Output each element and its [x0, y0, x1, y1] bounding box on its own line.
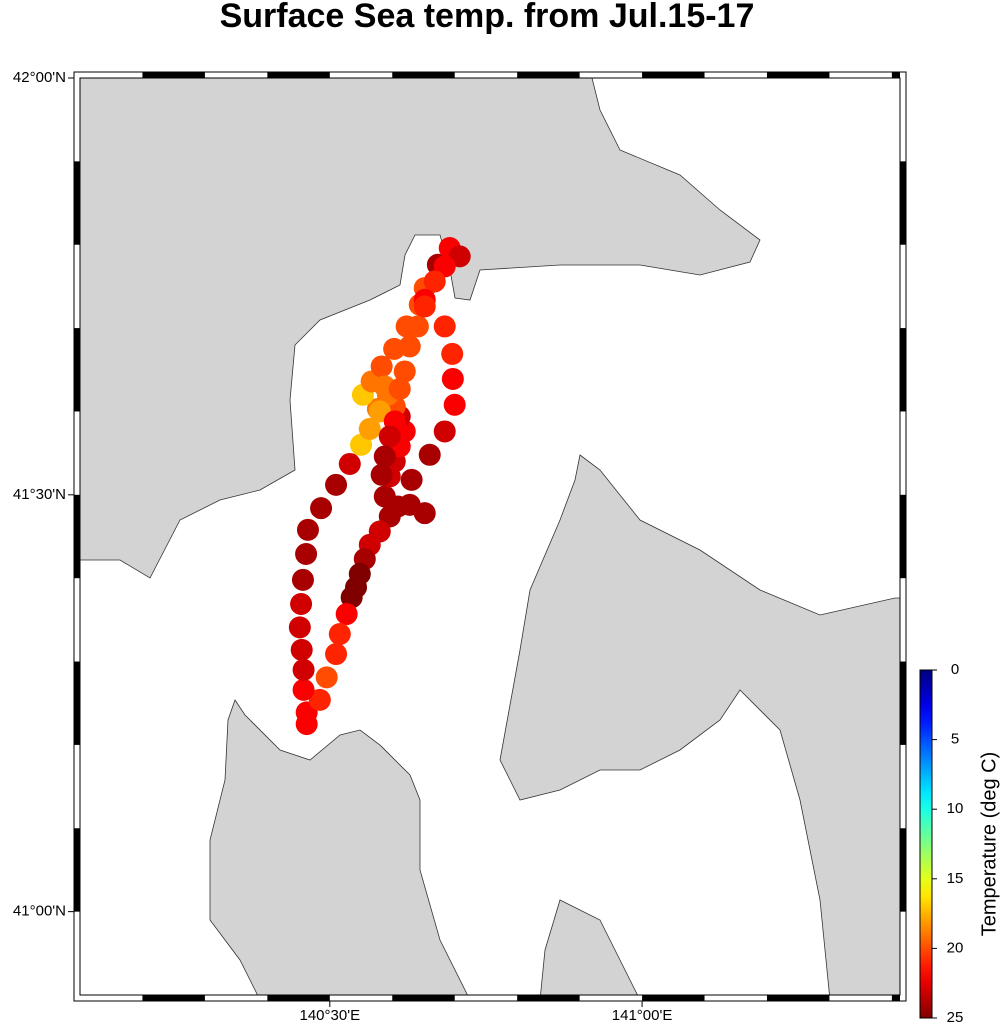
sample-point: [373, 485, 396, 508]
sample-point: [335, 603, 358, 626]
frame-band: [642, 995, 705, 1001]
y-tick-label: 41°30'N: [13, 486, 66, 503]
frame-band: [392, 72, 455, 78]
x-tick-label: 141°00'E: [612, 1007, 673, 1024]
sample-point: [338, 452, 361, 475]
sample-point: [328, 623, 351, 646]
sample-point: [441, 342, 464, 365]
sample-point: [291, 568, 314, 591]
frame-band: [74, 494, 80, 579]
frame-band: [74, 828, 80, 912]
sample-point: [292, 678, 315, 701]
sample-point: [418, 443, 441, 466]
sample-point: [433, 315, 456, 338]
sample-point: [370, 355, 393, 378]
y-tick-label: 41°00'N: [13, 903, 66, 920]
frame-band: [900, 328, 906, 412]
sample-point: [296, 518, 319, 541]
sample-point: [378, 425, 401, 448]
frame-band: [517, 72, 580, 78]
frame-band: [267, 72, 330, 78]
sample-point: [413, 295, 436, 318]
sample-point: [370, 463, 393, 486]
sample-point: [441, 367, 464, 390]
colorbar: 0 5 10 15 20 25 Temperature (deg C): [919, 661, 1000, 1026]
natsudomari-peninsula: [540, 899, 638, 995]
frame-band: [74, 661, 80, 745]
frame-band: [642, 72, 705, 78]
colorbar-tick-label: 5: [951, 731, 959, 748]
sample-point: [308, 688, 331, 711]
sample-point: [288, 616, 311, 639]
frame-band: [766, 995, 830, 1001]
sample-point: [373, 445, 396, 468]
frame-band: [142, 995, 205, 1001]
land: [80, 78, 900, 995]
colorbar-tick-label: 0: [951, 661, 959, 678]
sample-point: [325, 473, 348, 496]
frame-band: [74, 328, 80, 412]
frame-band: [891, 995, 900, 1001]
chart-title: Surface Sea temp. from Jul.15-17: [220, 0, 755, 35]
colorbar-tick-label: 20: [947, 939, 964, 956]
sample-point: [398, 335, 421, 358]
frame-band: [900, 661, 906, 745]
frame-band: [74, 161, 80, 245]
sample-point: [315, 666, 338, 689]
sample-point: [406, 315, 429, 338]
sample-point: [393, 360, 416, 383]
sample-point: [292, 658, 315, 681]
sample-point: [295, 543, 318, 566]
map-frame: 140°30'E 141°00'E 41°00'N 41°30'N 42°00'N: [13, 69, 907, 1024]
sample-point: [443, 393, 466, 416]
colorbar-tick-label: 25: [947, 1009, 964, 1024]
frame-band: [267, 995, 330, 1001]
sample-point: [400, 468, 423, 491]
y-tick-label: 42°00'N: [13, 69, 66, 86]
x-tick-label: 140°30'E: [300, 1007, 361, 1024]
frame-band: [517, 995, 580, 1001]
sample-point: [310, 497, 333, 520]
frame-band: [900, 161, 906, 245]
sample-point: [290, 638, 313, 661]
sample-point: [290, 593, 313, 616]
frame-band: [891, 72, 900, 78]
frame-band: [142, 72, 205, 78]
shimokita-peninsula: [499, 454, 900, 995]
frame-band: [900, 828, 906, 912]
colorbar-tick-label: 15: [947, 870, 964, 887]
sample-point: [423, 270, 446, 293]
sample-point: [325, 643, 348, 666]
colorbar-label: Temperature (deg C): [978, 752, 1000, 937]
frame-band: [766, 72, 830, 78]
sample-point: [358, 417, 381, 440]
sample-point: [340, 586, 363, 609]
points-layer: [288, 237, 471, 736]
tsugaru-peninsula: [209, 699, 468, 995]
colorbar-ramp: [919, 669, 933, 1019]
hokkaido: [80, 78, 761, 579]
colorbar-tick-label: 10: [947, 800, 964, 817]
frame-band: [900, 494, 906, 579]
frame-band: [392, 995, 455, 1001]
sample-point: [433, 420, 456, 443]
sample-point: [388, 377, 411, 400]
